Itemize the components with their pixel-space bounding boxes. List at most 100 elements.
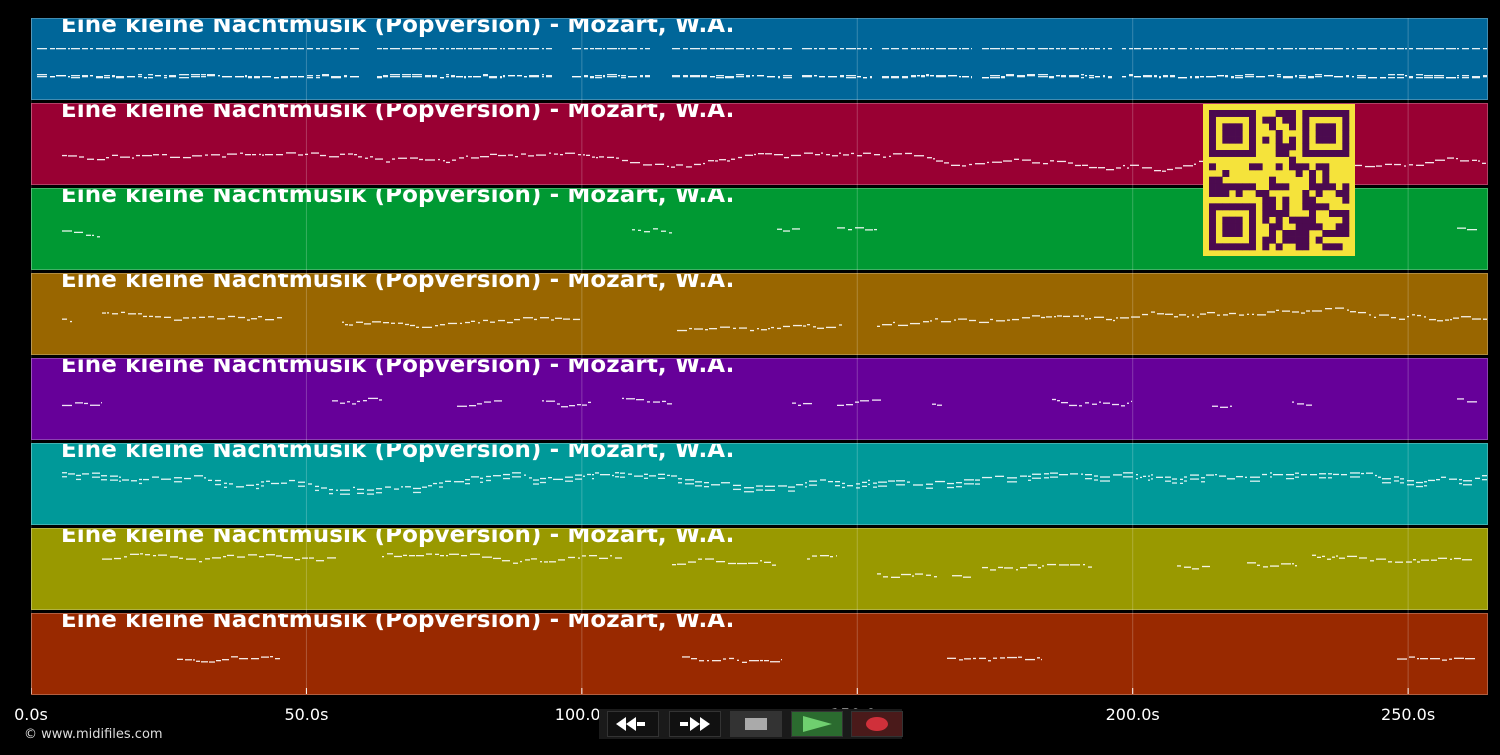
note [96,48,103,50]
note [448,322,457,325]
note [1190,76,1192,78]
fast-forward-button[interactable] [669,711,721,737]
note [634,475,643,477]
note [1159,76,1161,78]
note [578,154,581,156]
note [402,76,411,78]
note [820,479,826,481]
stop-button[interactable] [730,711,782,737]
note [451,76,455,78]
note [998,566,1003,569]
note [947,482,954,485]
note [1179,314,1186,316]
track-lane-6[interactable]: Eine kleine Nachtmusik (Popversion) - Mo… [31,443,1488,525]
note [191,76,200,78]
note [1346,76,1349,78]
note [595,472,599,474]
note [768,328,770,330]
note [1350,311,1356,313]
note [1295,565,1297,567]
note [164,48,167,50]
note [584,76,588,78]
note [1079,405,1082,407]
note [628,48,637,50]
note [862,485,867,488]
play-button[interactable] [791,711,843,737]
note [1231,76,1234,78]
note [565,480,573,482]
note [104,75,110,77]
note [422,326,432,329]
note [498,319,505,322]
note [1247,562,1256,564]
track-lane-4[interactable]: Eine kleine Nachtmusik (Popversion) - Mo… [31,273,1488,355]
note [281,77,288,79]
note [1112,403,1119,406]
note [390,74,400,76]
note [990,318,993,321]
note [97,158,105,161]
note [622,159,628,162]
note [290,76,297,78]
note [958,318,967,320]
note [71,48,80,50]
note [405,486,411,488]
note [521,153,526,155]
note [101,402,102,404]
note [110,479,118,481]
note [208,316,214,318]
track-title: Eine kleine Nachtmusik (Popversion) - Mo… [61,613,735,633]
note [934,576,937,578]
note [394,555,402,558]
note [1017,76,1025,78]
track-lane-7[interactable]: Eine kleine Nachtmusik (Popversion) - Mo… [31,528,1488,610]
note [592,156,595,158]
note [1017,75,1025,77]
record-button[interactable] [851,711,903,737]
note [839,152,841,154]
note [622,397,624,400]
note [524,474,526,476]
note [962,165,966,167]
note [544,561,548,563]
note [1375,474,1377,477]
note [1151,474,1153,476]
note [227,554,234,557]
note [1206,474,1214,476]
note [907,481,910,483]
note [936,76,946,78]
note [1457,398,1464,400]
rewind-button[interactable] [607,711,659,737]
note [667,403,672,405]
note [132,157,134,159]
note [308,483,312,485]
note [1463,480,1472,482]
note [1207,311,1215,314]
note [498,154,506,157]
track-lane-1[interactable]: Eine kleine Nachtmusik (Popversion) - Mo… [31,18,1488,100]
note [1054,316,1056,318]
track-lane-8[interactable]: Eine kleine Nachtmusik (Popversion) - Mo… [31,613,1488,695]
note [345,324,348,326]
note [331,48,341,50]
note [982,566,988,569]
note [705,329,708,331]
note [990,48,1000,50]
note [836,555,837,557]
note [1397,48,1404,50]
note [1457,77,1459,79]
note [1199,160,1204,163]
track-lane-5[interactable]: Eine kleine Nachtmusik (Popversion) - Mo… [31,358,1488,440]
note [1368,77,1377,79]
note [748,562,758,564]
note [1212,405,1218,407]
note [1442,659,1447,661]
note [971,77,972,79]
note [863,48,867,50]
note [926,48,929,50]
note [432,48,437,50]
note [783,75,792,77]
note [1085,474,1092,476]
note [155,75,161,77]
note [1134,76,1141,78]
